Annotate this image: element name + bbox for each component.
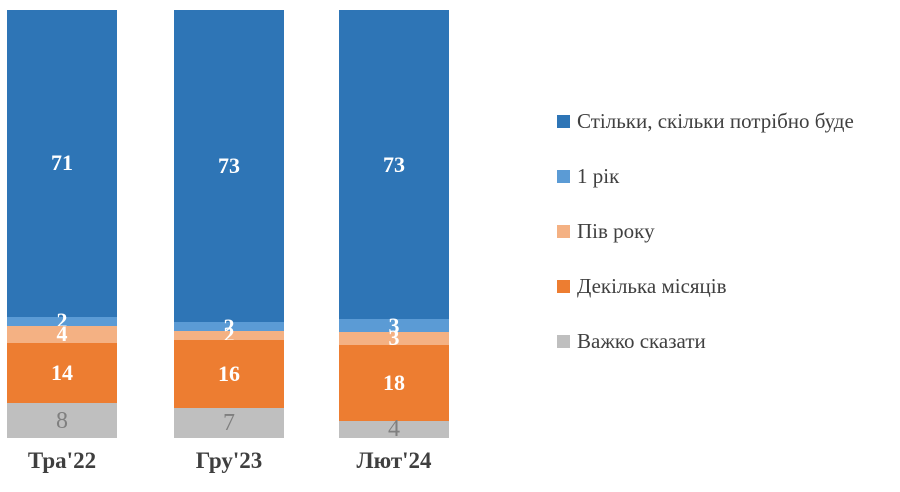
bar-segment: 8 xyxy=(7,403,117,438)
segment-value-label: 4 xyxy=(388,416,400,443)
bar-segment: 18 xyxy=(339,344,449,422)
segment-value-label: 4 xyxy=(56,321,68,347)
bar-segment: 3 xyxy=(339,314,449,336)
legend-swatch-icon xyxy=(557,225,570,239)
x-axis-label: Гру'23 xyxy=(195,448,263,473)
segment-value-label: 3 xyxy=(388,312,400,338)
stacked-bar-Гру'23: 73 2 2 16 7 xyxy=(174,10,284,438)
segment-value-label: 2 xyxy=(223,322,235,348)
bar-segment: 2 xyxy=(174,315,284,337)
legend-label: Декілька місяців xyxy=(577,274,727,298)
legend-item: 1 рік xyxy=(557,164,620,188)
segment-value-label: 2 xyxy=(223,313,235,339)
legend-label: 1 рік xyxy=(577,164,620,188)
x-axis-label: Лют'24 xyxy=(356,448,432,473)
segment-value-label: 14 xyxy=(51,360,73,386)
x-axis-label: Тра'22 xyxy=(27,448,97,473)
legend-item: Важко сказати xyxy=(557,329,706,353)
legend: Стільки, скільки потрібно буде 1 рік Пів р… xyxy=(557,0,900,492)
segment-value-label: 3 xyxy=(388,325,400,351)
legend-item: Пів року xyxy=(557,219,655,243)
legend-label: Важко сказати xyxy=(577,329,706,353)
bar-segment: 71 xyxy=(7,10,117,317)
legend-swatch-icon xyxy=(557,115,570,129)
bar-segment: 4 xyxy=(339,417,449,441)
bar-segment: 4 xyxy=(7,321,117,347)
segment-value-label: 16 xyxy=(218,360,240,386)
legend-swatch-icon xyxy=(557,170,570,184)
legend-swatch-icon xyxy=(557,335,570,349)
legend-label: Стільки, скільки потрібно буде xyxy=(577,109,854,133)
stacked-bar-Тра'22: 71 2 4 14 8 xyxy=(7,10,117,438)
segment-value-label: 7 xyxy=(223,409,235,436)
bar-segment: 3 xyxy=(339,327,449,349)
legend-item: Стільки, скільки потрібно буде xyxy=(557,109,854,133)
bar-segment: 73 xyxy=(174,10,284,323)
segment-value-label: 73 xyxy=(383,151,405,177)
legend-swatch-icon xyxy=(557,280,570,294)
plot-area: 71 2 4 14 8 Тра'22 73 2 2 16 7 Гру'23 73 3 3 18 4 Лют'24 xyxy=(7,10,449,473)
segment-value-label: 2 xyxy=(56,308,68,334)
segment-value-label: 71 xyxy=(51,150,73,176)
legend-item: Декілька місяців xyxy=(557,274,727,298)
bar-segment: 2 xyxy=(174,324,284,346)
bar-segment: 14 xyxy=(7,342,117,404)
bar-segment: 73 xyxy=(339,10,449,320)
bar-segment: 7 xyxy=(174,408,284,438)
segment-value-label: 18 xyxy=(383,369,405,395)
bar-segment: 16 xyxy=(174,339,284,408)
segment-value-label: 73 xyxy=(218,153,240,179)
bar-segment: 2 xyxy=(7,310,117,332)
legend-label: Пів року xyxy=(577,219,655,243)
stacked-bar-Лют'24: 73 3 3 18 4 xyxy=(339,10,449,441)
segment-value-label: 8 xyxy=(56,407,68,434)
